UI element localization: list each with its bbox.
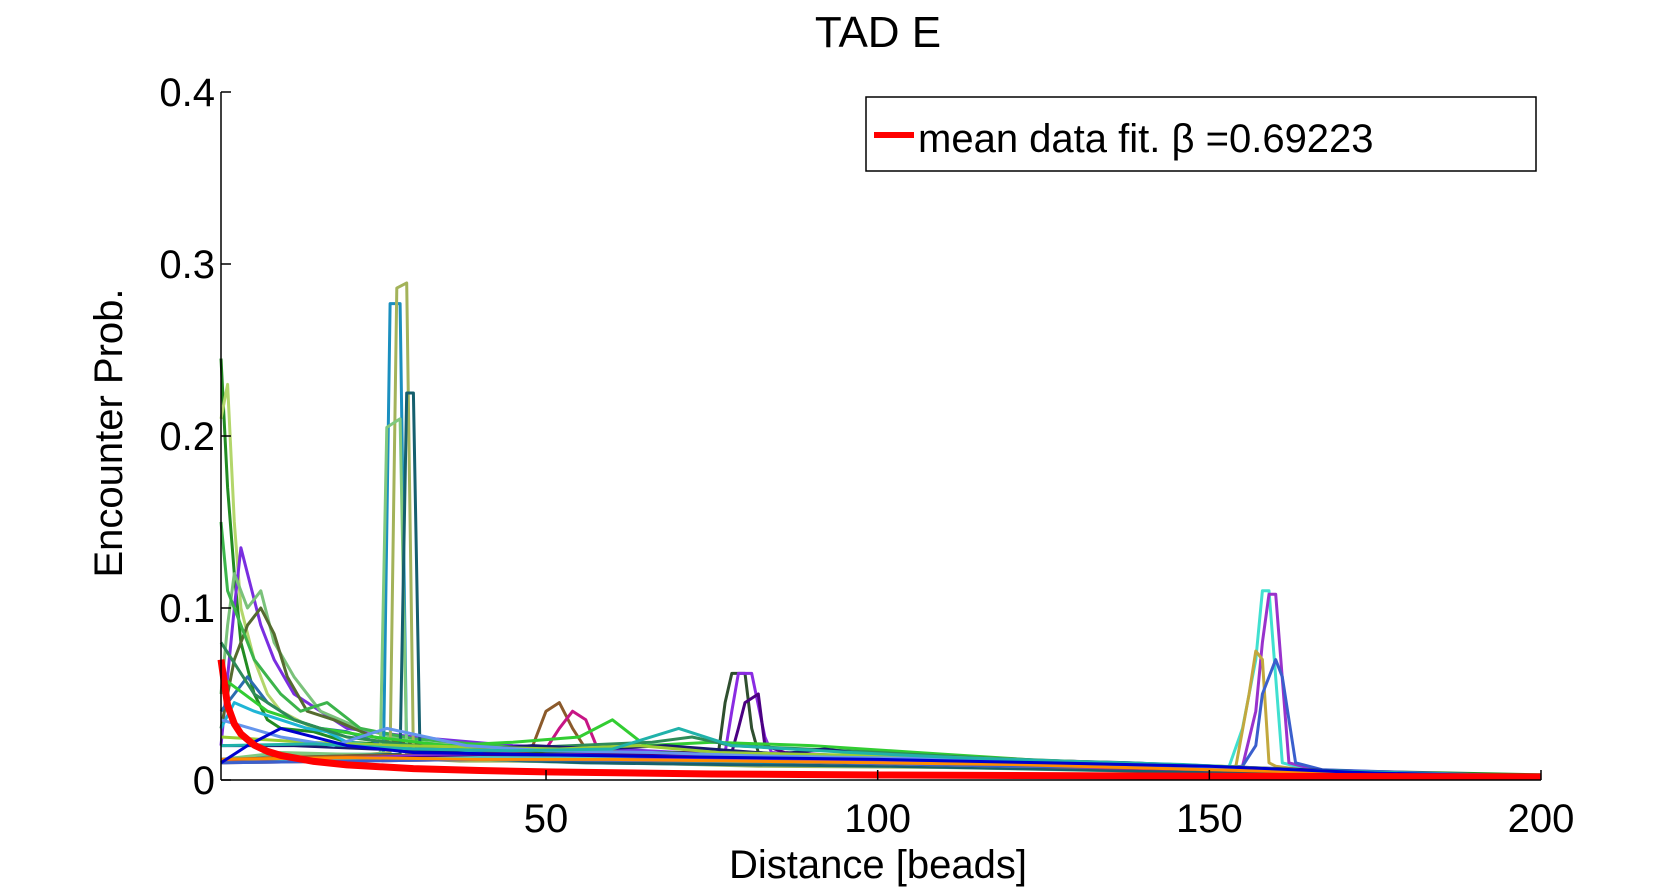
x-tick-label: 100 <box>844 797 911 841</box>
legend-box <box>865 96 1537 172</box>
plot-series <box>219 281 1542 779</box>
y-tick-label: 0.2 <box>159 415 215 459</box>
y-tick-label: 0.3 <box>159 243 215 287</box>
legend: mean data fit. β =0.69223 <box>865 96 1537 172</box>
series-line-29 <box>220 726 1542 779</box>
y-tick-label: 0 <box>193 759 215 803</box>
y-axis-label: Encounter Prob. <box>87 288 131 577</box>
ticks: 50 100 150 200 0 0.1 0.2 0.3 0.4 <box>159 71 1574 841</box>
x-tick-label: 150 <box>1176 797 1243 841</box>
x-tick-label: 200 <box>1508 797 1575 841</box>
chart-title: TAD E <box>815 8 941 57</box>
plot-fit <box>217 659 1542 781</box>
x-tick-label: 50 <box>524 797 569 841</box>
legend-label: mean data fit. β =0.69223 <box>918 117 1374 161</box>
series-line-28 <box>220 756 1542 779</box>
x-axis-label: Distance [beads] <box>729 843 1027 887</box>
y-tick-label: 0.1 <box>159 587 215 631</box>
y-tick-label: 0.4 <box>159 71 215 115</box>
fit-line <box>217 659 1542 781</box>
